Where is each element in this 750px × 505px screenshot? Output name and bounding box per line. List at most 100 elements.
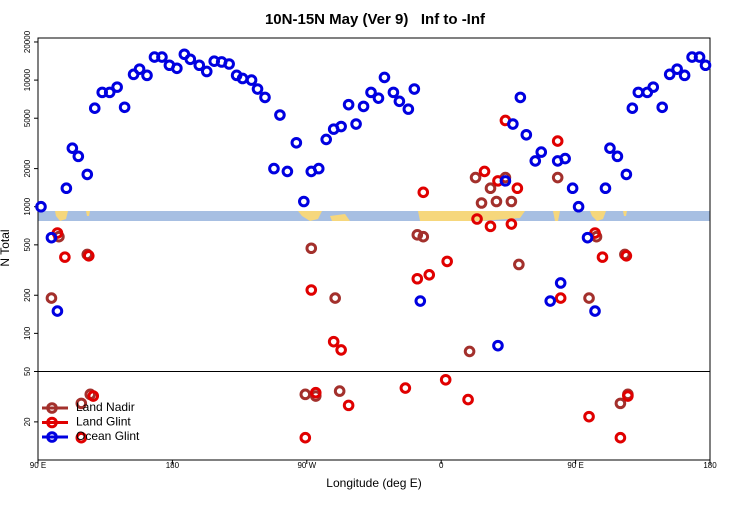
data-point xyxy=(611,150,624,163)
y-tick-label: 20 xyxy=(23,417,32,426)
data-point xyxy=(463,345,476,358)
data-point xyxy=(329,292,341,304)
data-point xyxy=(268,162,280,175)
data-point xyxy=(411,229,424,241)
data-point xyxy=(335,120,347,133)
data-point xyxy=(372,92,385,104)
data-point xyxy=(462,393,474,406)
data-point xyxy=(133,63,146,75)
data-point xyxy=(551,171,564,184)
legend-label: Land Glint xyxy=(76,415,131,429)
legend-marker xyxy=(46,402,58,414)
data-point xyxy=(632,86,645,99)
data-point xyxy=(156,51,168,63)
data-point xyxy=(387,86,400,99)
data-point xyxy=(544,295,557,307)
data-point xyxy=(45,231,58,244)
data-point xyxy=(484,220,497,233)
data-point xyxy=(507,118,519,130)
data-point xyxy=(505,218,518,230)
data-point xyxy=(678,69,691,82)
data-point xyxy=(393,95,406,108)
data-point xyxy=(327,335,340,348)
data-point xyxy=(439,373,452,386)
data-point xyxy=(81,168,94,181)
data-point xyxy=(59,251,71,263)
data-point xyxy=(484,182,497,195)
y-tick-label: 50 xyxy=(23,366,32,375)
land-mask-strip xyxy=(38,211,710,221)
y-tick-label: 20000 xyxy=(23,30,32,53)
data-point xyxy=(184,53,197,66)
chart-title: 10N-15N May (Ver 9) Inf to -Inf xyxy=(265,11,486,28)
data-point xyxy=(171,62,183,75)
data-point xyxy=(614,397,627,410)
y-tick-label: 200 xyxy=(23,288,32,302)
y-tick-label: 2000 xyxy=(23,159,32,177)
data-point xyxy=(259,91,271,104)
plot-frame xyxy=(37,37,711,461)
data-point xyxy=(274,109,286,121)
data-point xyxy=(589,305,601,317)
data-point xyxy=(566,182,579,195)
data-point xyxy=(251,83,264,95)
data-point xyxy=(35,200,47,213)
data-point xyxy=(312,162,325,175)
data-point xyxy=(529,155,542,167)
data-point xyxy=(583,292,595,304)
data-point xyxy=(193,59,206,72)
data-point xyxy=(604,142,616,154)
data-point xyxy=(693,51,706,63)
data-point xyxy=(342,399,355,412)
legend-marker xyxy=(46,431,58,443)
data-point xyxy=(414,295,427,307)
data-point xyxy=(626,102,639,114)
data-point xyxy=(478,165,491,178)
data-point xyxy=(290,136,303,149)
data-point xyxy=(378,71,391,84)
data-point xyxy=(335,344,347,356)
data-point xyxy=(514,91,527,104)
data-point xyxy=(75,431,88,444)
data-point xyxy=(554,292,567,304)
data-point xyxy=(281,165,294,178)
data-point xyxy=(402,103,415,115)
y-tick-label: 500 xyxy=(23,238,32,252)
data-point xyxy=(223,58,235,70)
y-axis-label: N Total xyxy=(0,229,12,266)
x-tick-label: 90 W xyxy=(297,461,316,470)
data-point xyxy=(572,200,585,213)
data-point xyxy=(622,390,634,402)
data-point xyxy=(342,98,355,111)
data-point xyxy=(299,388,312,401)
data-point xyxy=(554,277,567,289)
data-point xyxy=(357,100,370,113)
data-point xyxy=(111,81,123,93)
x-axis-label: Longitude (deg E) xyxy=(326,476,421,490)
data-point xyxy=(88,102,101,114)
data-point xyxy=(236,72,249,85)
data-point xyxy=(305,284,318,296)
data-point xyxy=(417,186,430,199)
data-point xyxy=(520,128,533,141)
data-point xyxy=(475,197,488,209)
legend-label: Ocean Glint xyxy=(76,429,140,443)
data-point xyxy=(614,431,627,444)
data-point xyxy=(417,230,430,243)
data-point xyxy=(200,65,213,78)
data-point xyxy=(72,150,85,163)
y-tick-label: 5000 xyxy=(23,109,32,127)
legend-label: Land Nadir xyxy=(76,400,135,414)
data-point xyxy=(469,171,482,184)
data-point xyxy=(399,382,412,394)
data-point xyxy=(671,63,683,75)
data-point xyxy=(596,251,609,263)
data-point xyxy=(82,249,95,262)
x-tick-label: 90 E xyxy=(567,461,583,470)
data-point xyxy=(511,182,524,195)
y-tick-label: 1000 xyxy=(23,197,32,215)
data-point xyxy=(245,74,258,86)
data-point xyxy=(365,86,377,99)
data-point xyxy=(699,59,712,72)
